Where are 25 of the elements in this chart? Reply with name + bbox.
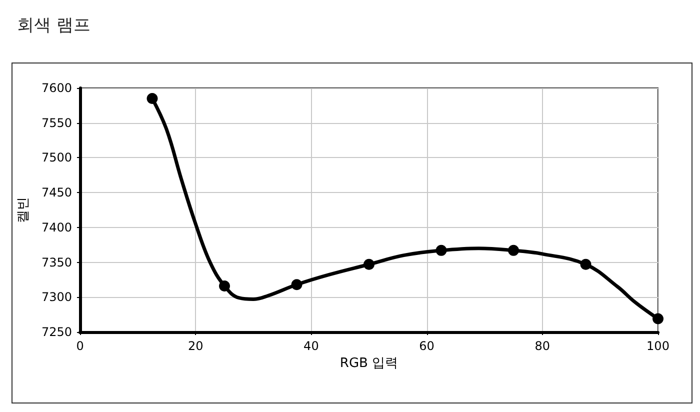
x-tick-label: 60 [419,339,434,353]
y-tick-label: 7500 [41,150,72,165]
point [436,244,447,256]
point [652,313,664,324]
y-tick-label: 7350 [41,255,72,270]
x-axis-title: RGB 입력 [340,356,398,371]
y-tick-label: 7400 [41,220,72,234]
point [508,244,519,256]
y-tick-label: 7550 [41,116,72,130]
x-tick-label: 80 [534,339,550,353]
y-tick-label: 7300 [41,290,72,304]
point [146,92,158,104]
point [580,258,592,270]
y-axis-title: 켈빈 [16,197,31,223]
y-tick-label: 7250 [41,325,72,339]
chart-title: 회색 램프 [17,16,90,36]
x-tick-label: 40 [304,339,319,353]
point [364,258,374,270]
y-tick-label: 7600 [41,81,72,95]
point [219,280,230,292]
y-tick-label: 7450 [41,186,72,200]
x-tick-label: 100 [646,339,670,353]
point [291,279,302,290]
x-tick-label: 20 [188,339,204,353]
x-tick-label: 0 [76,339,84,353]
